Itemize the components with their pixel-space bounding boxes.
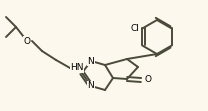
Text: N: N — [88, 81, 94, 90]
Text: HN: HN — [70, 63, 84, 72]
Text: O: O — [24, 37, 31, 46]
Text: Cl: Cl — [130, 24, 139, 33]
Text: N: N — [88, 56, 94, 65]
Text: O: O — [145, 75, 152, 84]
